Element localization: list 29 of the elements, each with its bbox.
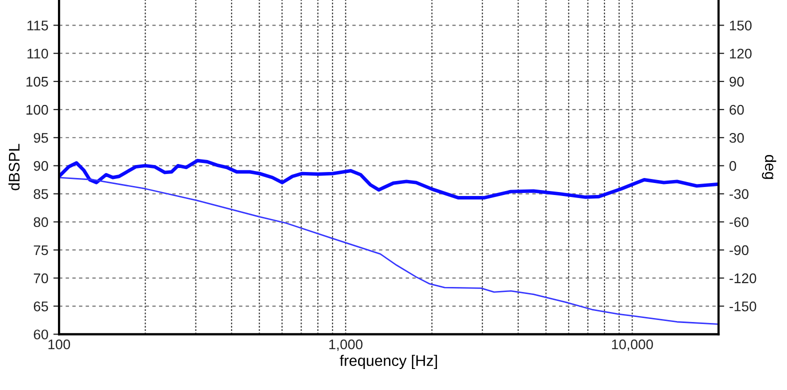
y-tick-label: 90: [34, 161, 48, 171]
y-tick-label: 95: [34, 132, 48, 143]
y-tick-label: 105: [26, 76, 48, 87]
x-tick-label: 100: [48, 339, 70, 350]
y-tick-label: 60: [34, 330, 48, 340]
y-tick-label: 80: [34, 217, 48, 228]
y2-tick-label: 0: [729, 161, 736, 171]
x-tick-label: 10,000: [612, 339, 653, 351]
y-tick-label: 115: [28, 20, 48, 30]
y-tick-label: 100: [26, 104, 48, 115]
y2-tick-label: -150: [730, 301, 756, 312]
y2-tick-label: -30: [730, 189, 748, 199]
y2-tick-label: 60: [730, 104, 744, 115]
x-axis-title: frequency [Hz]: [340, 354, 437, 370]
x-tick-label: 1,000: [329, 339, 362, 351]
y-tick-label: 75: [34, 245, 48, 256]
y2-tick-label: 150: [730, 20, 752, 30]
y-tick-label: 65: [34, 301, 48, 312]
y2-tick-label: 90: [730, 76, 744, 87]
y2-axis-title: deg: [762, 155, 776, 179]
y-axis-title: dBSPL: [8, 144, 20, 190]
y2-tick-label: 30: [729, 132, 744, 143]
y2-tick-label: -60: [730, 217, 748, 228]
y2-tick-label: -120: [730, 273, 756, 284]
y2-tick-label: 120: [730, 48, 752, 59]
y-tick-label: 110: [28, 48, 48, 59]
y2-tick-label: -90: [730, 245, 748, 256]
y-tick-label: 85: [34, 189, 48, 199]
y-tick-label: 70: [34, 273, 48, 284]
